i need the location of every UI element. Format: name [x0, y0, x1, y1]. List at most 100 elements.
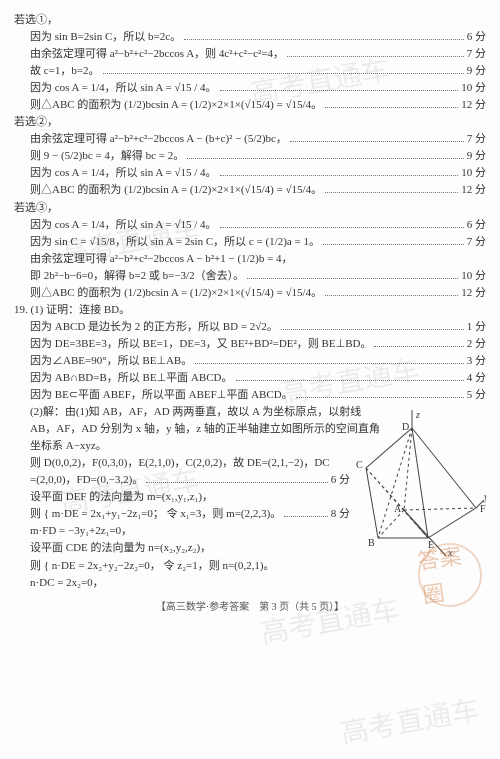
solution-line: 则△ABC 的面积为 (1/2)bcsin A = (1/2)×2×1×(√15… — [14, 97, 486, 114]
points-label: 9 分 — [467, 63, 486, 80]
leader-dots — [236, 371, 464, 381]
line-text: 即 2b²−b−6=0，解得 b=2 或 b=−3/2（舍去）。 — [30, 268, 244, 285]
leader-dots — [195, 354, 463, 364]
line-text: 因为 cos A = 1/4，所以 sin A = √15 / 4。 — [30, 165, 217, 182]
line-text: 因为 sin C = √15/8，所以 sin A = 2sin C，所以 c … — [30, 234, 320, 251]
points-label: 10 分 — [461, 268, 486, 285]
solution-line: 因为∠ABE=90°，所以 BE⊥AB。3 分 — [14, 353, 486, 370]
line-text: 因为 DE=3BE=3，所以 BE=1，DE=3，又 BE²+BD²=DE²，则… — [30, 336, 371, 353]
solution-line: 因为 AB∩BD=B，所以 BE⊥平面 ABCD。 4 分 — [14, 370, 486, 387]
line-text: n·DC = 2x₂=0， — [30, 575, 104, 592]
line-text: 故 c=1，b=2。 — [30, 63, 100, 80]
leader-dots — [281, 320, 464, 330]
solution-line: =(2,0,0)，FD=(0,−3,2)。6 分 — [14, 472, 350, 489]
diagram-label: F — [480, 504, 486, 515]
points-label: 2 分 — [467, 336, 486, 353]
solution-line: 因为 cos A = 1/4，所以 sin A = √15 / 4。6 分 — [14, 217, 486, 234]
points-label: 9 分 — [467, 148, 486, 165]
leader-dots — [325, 286, 458, 296]
q19-2-intro3: 坐标系 A−xyz。 — [14, 438, 350, 455]
diagram-label: x — [447, 548, 453, 558]
points-label: 1 分 — [467, 319, 486, 336]
points-label: 6 分 — [331, 472, 350, 489]
diagram-label: z — [415, 410, 420, 421]
solution-line: 因为 cos A = 1/4，所以 sin A = √15 / 4。 10 分 — [14, 165, 486, 182]
line-text: 因为∠ABE=90°，所以 BE⊥AB。 — [30, 353, 192, 370]
solution-line: 则 D(0,0,2)，F(0,3,0)，E(2,1,0)，C(2,0,2)，故 … — [14, 455, 350, 472]
solution-line: 则 9 − (5/2)bc = 4，解得 bc = 2。 9 分 — [14, 148, 486, 165]
q19-head-text: 19. (1) 证明：连接 BD。 — [14, 302, 130, 319]
leader-dots — [323, 235, 464, 245]
leader-dots — [146, 473, 327, 483]
line-text: 则△ABC 的面积为 (1/2)bcsin A = (1/2)×2×1×(√15… — [30, 182, 322, 199]
solution-line: n·DC = 2x₂=0， — [14, 575, 486, 592]
points-label: 12 分 — [461, 285, 486, 302]
leader-dots — [187, 150, 463, 160]
solution-line: 因为 ABCD 是边长为 2 的正方形，所以 BD = 2√2。 1 分 — [14, 319, 486, 336]
solution-line: 因为 sin B=2sin C，所以 b=2c。6 分 — [14, 29, 486, 46]
solution-line: 即 2b²−b−6=0，解得 b=2 或 b=−3/2（舍去）。 10 分 — [14, 268, 486, 285]
line-text: 则△ABC 的面积为 (1/2)bcsin A = (1/2)×2×1×(√15… — [30, 285, 322, 302]
line-text: 因为 sin B=2sin C，所以 b=2c。 — [30, 29, 181, 46]
leader-dots — [325, 184, 458, 194]
line-text: 则 { m·DE = 2x₁+y₁−2z₁=0； 令 x₁=3，则 m=(2,2… — [30, 506, 281, 523]
line-text: 若选①， — [14, 12, 58, 29]
leader-dots — [325, 98, 458, 108]
q19-2-intro: (2)解：由(1)知 AB，AF，AD 两两垂直，故以 A 为坐标原点，以射线 — [14, 404, 350, 421]
line-text: 由余弦定理可得 a²−b²+c²−2bccos A − b²+1 − (1/2)… — [30, 251, 293, 268]
line-text: 则△ABC 的面积为 (1/2)bcsin A = (1/2)×2×1×(√15… — [30, 97, 322, 114]
solution-line: 由余弦定理可得 a²−b²+c²−2bccos A，则 4c²+c²−c²=4，… — [14, 46, 486, 63]
diagram-label: E — [428, 540, 434, 551]
leader-dots — [220, 167, 459, 177]
solution-line: 由余弦定理可得 a²−b²+c²−2bccos A − b²+1 − (1/2)… — [14, 251, 486, 268]
line-text: 由余弦定理可得 a²−b²+c²−2bccos A，则 4c²+c²−c²=4， — [30, 46, 284, 63]
line-text: 由余弦定理可得 a²−b²+c²−2bccos A − (b+c)² − (5/… — [30, 131, 287, 148]
leader-dots — [287, 47, 464, 57]
points-label: 7 分 — [467, 234, 486, 251]
line-text: 则 9 − (5/2)bc = 4，解得 bc = 2。 — [30, 148, 184, 165]
solution-line: 设平面 CDE 的法向量为 n=(x₂,y₂,z₂)， — [14, 540, 350, 557]
solution-line: 若选③， — [14, 200, 486, 217]
leader-dots — [290, 133, 464, 143]
diagram-label: B — [368, 538, 375, 549]
page-footer: 【高三数学·参考答案 第 3 页（共 5 页）】 — [14, 600, 486, 616]
line-text: 则 { n·DE = 2x₂+y₂−2z₂=0， 令 z₂=1，则 n=(0,2… — [30, 558, 275, 575]
solution-line: 则△ABC 的面积为 (1/2)bcsin A = (1/2)×2×1×(√15… — [14, 285, 486, 302]
line-text: m·FD = −3y₁+2z₁=0， — [30, 523, 132, 540]
diagram-label: A — [394, 504, 402, 515]
points-label: 7 分 — [467, 46, 486, 63]
solution-line: 则△ABC 的面积为 (1/2)bcsin A = (1/2)×2×1×(√15… — [14, 182, 486, 199]
solution-line: 则 { n·DE = 2x₂+y₂−2z₂=0， 令 z₂=1，则 n=(0,2… — [14, 558, 350, 575]
line-text: 因为 cos A = 1/4，所以 sin A = √15 / 4。 — [30, 80, 217, 97]
line-text: 若选③， — [14, 200, 58, 217]
leader-dots — [374, 337, 463, 347]
diagram-label: D — [402, 422, 409, 433]
leader-dots — [296, 388, 464, 398]
watermark: 高考直通车 — [337, 688, 482, 755]
points-label: 10 分 — [461, 80, 486, 97]
points-label: 10 分 — [461, 165, 486, 182]
leader-dots — [220, 218, 464, 228]
solution-line: 因为 BE⊂平面 ABEF，所以平面 ABEF⊥平面 ABCD。 5 分 — [14, 387, 486, 404]
solution-line: 若选②， — [14, 114, 486, 131]
leader-dots — [284, 508, 328, 518]
line-text: 则 D(0,0,2)，F(0,3,0)，E(2,1,0)，C(2,0,2)，故 … — [30, 455, 330, 472]
line-text: 因为 AB∩BD=B，所以 BE⊥平面 ABCD。 — [30, 370, 233, 387]
line-text: 因为 BE⊂平面 ABEF，所以平面 ABEF⊥平面 ABCD。 — [30, 387, 293, 404]
line-text: 设平面 DEF 的法向量为 m=(x₁,y₁,z₁)， — [30, 489, 213, 506]
solution-line: 设平面 DEF 的法向量为 m=(x₁,y₁,z₁)， — [14, 489, 350, 506]
q19-2-intro2: AB，AF，AD 分别为 x 轴，y 轴，z 轴的正半轴建立如图所示的空间直角 — [14, 421, 350, 438]
solution-line: 因为 DE=3BE=3，所以 BE=1，DE=3，又 BE²+BD²=DE²，则… — [14, 336, 486, 353]
points-label: 12 分 — [461, 182, 486, 199]
solution-line: 因为 cos A = 1/4，所以 sin A = √15 / 4。 10 分 — [14, 80, 486, 97]
points-label: 4 分 — [467, 370, 486, 387]
solution-line: 故 c=1，b=2。 9 分 — [14, 63, 486, 80]
solution-line: m·FD = −3y₁+2z₁=0， — [14, 523, 350, 540]
points-label: 5 分 — [467, 387, 486, 404]
diagram-edge — [428, 508, 476, 538]
solution-line: 因为 sin C = √15/8，所以 sin A = 2sin C，所以 c … — [14, 234, 486, 251]
line-text: 若选②， — [14, 114, 58, 131]
q19-head: 19. (1) 证明：连接 BD。 — [14, 302, 486, 319]
points-label: 12 分 — [461, 97, 486, 114]
line-text: 因为 ABCD 是边长为 2 的正方形，所以 BD = 2√2。 — [30, 319, 278, 336]
